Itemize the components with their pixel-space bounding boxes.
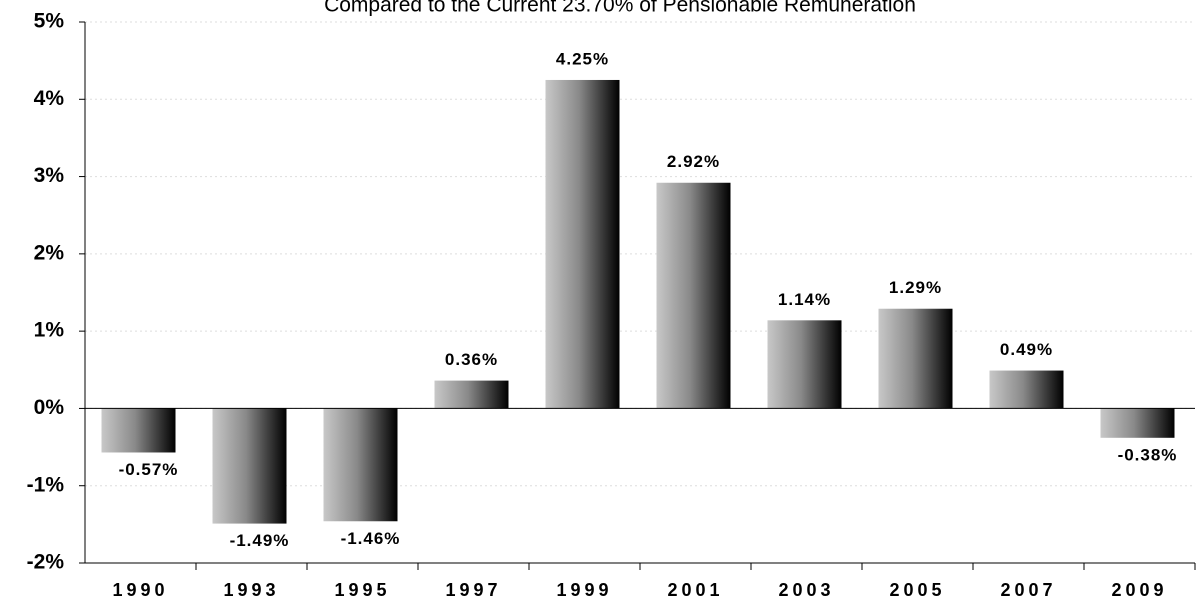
x-tick-label: 1990 [112,580,168,600]
value-label: -0.57% [119,460,179,479]
x-tick-label: 2005 [889,580,945,600]
value-label: 1.14% [778,290,831,309]
value-label: 0.49% [1000,340,1053,359]
x-tick-label: 2003 [778,580,834,600]
chart-title: Compared to the Current 23.70% of Pensio… [324,0,916,17]
value-label: 1.29% [889,278,942,297]
bar [878,308,953,409]
x-tick-label: 1997 [445,580,501,600]
x-tick-label: 2009 [1111,580,1167,600]
y-tick-label: 5% [34,10,65,33]
y-tick-label: -1% [27,473,65,496]
bar [545,79,620,409]
bar [1100,408,1175,438]
bar [989,370,1064,409]
y-tick-label: 2% [34,241,65,264]
value-label: -1.46% [341,529,401,548]
value-label: 2.92% [667,152,720,171]
bar [767,320,842,409]
y-tick-label: 1% [34,319,65,342]
x-tick-label: 2007 [1000,580,1056,600]
y-tick-label: -2% [27,551,65,574]
bar [434,380,509,409]
x-tick-label: 1995 [334,580,390,600]
x-tick-label: 1999 [556,580,612,600]
x-tick-label: 1993 [223,580,279,600]
y-tick-label: 3% [34,164,65,187]
bar [101,408,176,453]
bar [656,182,731,409]
value-label: -1.49% [230,531,290,550]
y-tick-label: 4% [34,87,65,110]
x-tick-label: 2001 [667,580,723,600]
y-tick-label: 0% [34,396,65,419]
value-label: 4.25% [556,49,609,68]
bar [323,408,398,522]
value-label: 0.36% [445,350,498,369]
bar [212,408,287,524]
value-label: -0.38% [1118,445,1178,464]
